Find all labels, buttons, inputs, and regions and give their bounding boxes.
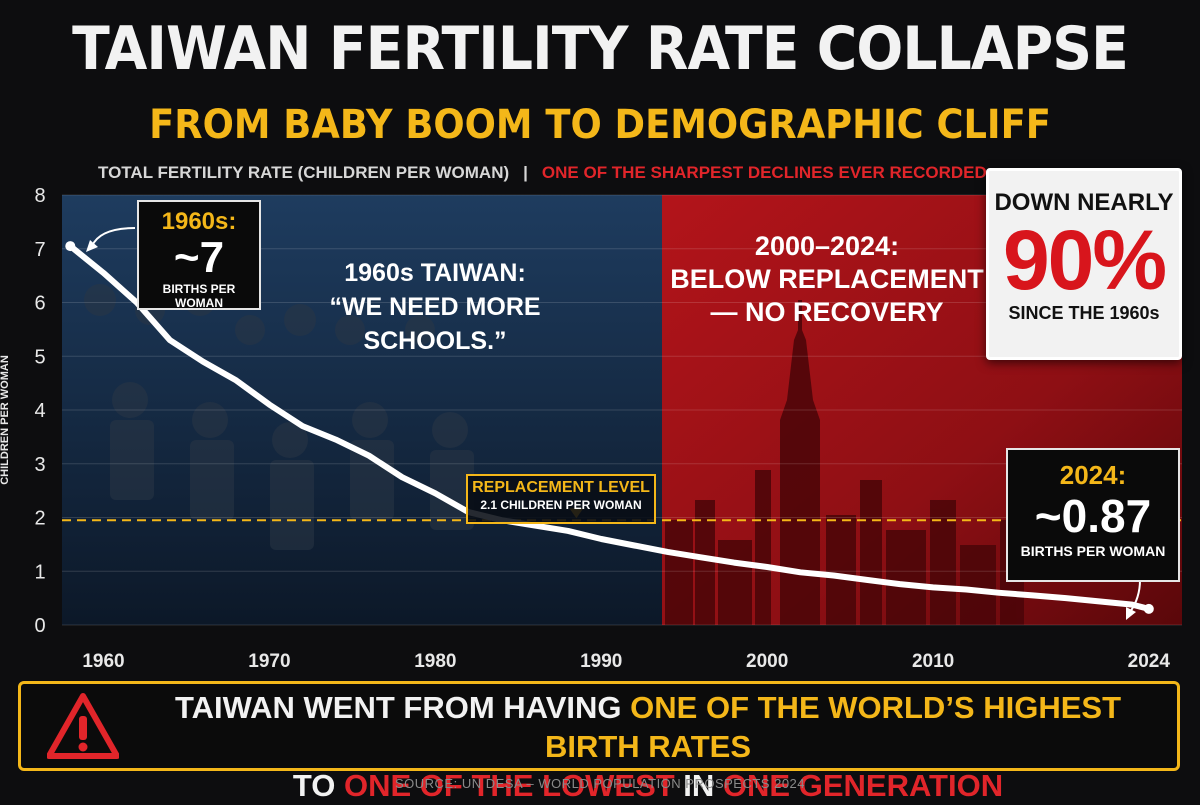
children-photo (84, 284, 474, 550)
metric-separator: | (523, 163, 528, 182)
x-tick-2024: 2024 (1128, 651, 1171, 672)
y-axis-label: CHILDREN PER WOMAN (0, 355, 11, 485)
callout-1960s-value: ~7 (173, 233, 225, 282)
x-tick-1990: 1990 (580, 651, 622, 672)
city-skyline (665, 300, 1024, 625)
conclusion-banner: TAIWAN WENT FROM HAVING ONE OF THE WORLD… (18, 681, 1180, 803)
x-tick-2010: 2010 (912, 651, 954, 672)
y-tick-2: 2 (34, 508, 45, 530)
decline-percent: 90% (1002, 213, 1167, 307)
conclusion-text: TAIWAN WENT FROM HAVING ONE OF THE WORLD… (174, 690, 1122, 803)
y-tick-0: 0 (34, 615, 45, 637)
metric-tagline: ONE OF THE SHARPEST DECLINES EVER RECORD… (541, 163, 987, 182)
y-tick-3: 3 (34, 454, 45, 476)
x-tick-1960: 1960 (82, 651, 124, 672)
annotation-2000-2024: 2000–2024: BELOW REPLACEMENT — NO RECOVE… (670, 231, 984, 327)
y-tick-7: 7 (34, 239, 45, 261)
replacement-level-label: REPLACEMENT LEVEL 2.1 CHILDREN PER WOMAN (466, 474, 656, 524)
metric-label: TOTAL FERTILITY RATE (CHILDREN PER WOMAN… (98, 163, 510, 182)
x-tick-1980: 1980 (414, 651, 456, 672)
y-tick-5: 5 (34, 346, 45, 368)
x-tick-2000: 2000 (746, 651, 788, 672)
x-tick-1970: 1970 (248, 651, 290, 672)
callout-1960s: 1960s: ~7 BIRTHS PER WOMAN (137, 200, 261, 310)
callout-2024: 2024: ~0.87 BIRTHS PER WOMAN (1006, 448, 1180, 582)
source-note: SOURCE: UN DESA – WORLD POPULATION PROSP… (394, 776, 806, 791)
arrow-end-icon (1129, 579, 1141, 613)
y-tick-1: 1 (34, 561, 45, 583)
series-point-end (1143, 603, 1154, 614)
callout-2024-unit: BIRTHS PER WOMAN (1020, 543, 1166, 559)
y-tick-8: 8 (34, 185, 45, 207)
callout-1960s-unit: BIRTHS PER WOMAN (162, 282, 236, 310)
y-tick-labels: 0 1 2 3 4 5 6 7 8 (34, 185, 45, 637)
page-title: TAIWAN FERTILITY RATE COLLAPSE (72, 14, 1129, 84)
series-point-start (65, 241, 76, 252)
warning-triangle-icon (47, 693, 119, 759)
decline-top-text: DOWN NEARLY (994, 189, 1174, 216)
series-line-tfr (67, 243, 1152, 612)
arrow-end-head-icon (1126, 607, 1136, 620)
callout-1960s-label: 1960s: (161, 208, 237, 235)
metric-row: TOTAL FERTILITY RATE (CHILDREN PER WOMAN… (98, 160, 987, 186)
decline-bottom-text: SINCE THE 1960s (1008, 303, 1160, 323)
x-tick-labels: 1960 1970 1980 1990 2000 2010 2024 (82, 651, 1170, 672)
y-tick-6: 6 (34, 293, 45, 315)
decline-badge: DOWN NEARLY 90% SINCE THE 1960s (986, 168, 1182, 360)
page-subtitle: FROM BABY BOOM TO DEMOGRAPHIC CLIFF (149, 102, 1051, 148)
annotation-1960s: 1960s TAIWAN: “WE NEED MORE SCHOOLS.” (329, 259, 541, 355)
arrow-start-head-icon (86, 240, 98, 252)
callout-2024-label: 2024: (1059, 460, 1127, 490)
callout-2024-value: ~0.87 (1034, 490, 1152, 542)
y-tick-4: 4 (34, 400, 45, 422)
